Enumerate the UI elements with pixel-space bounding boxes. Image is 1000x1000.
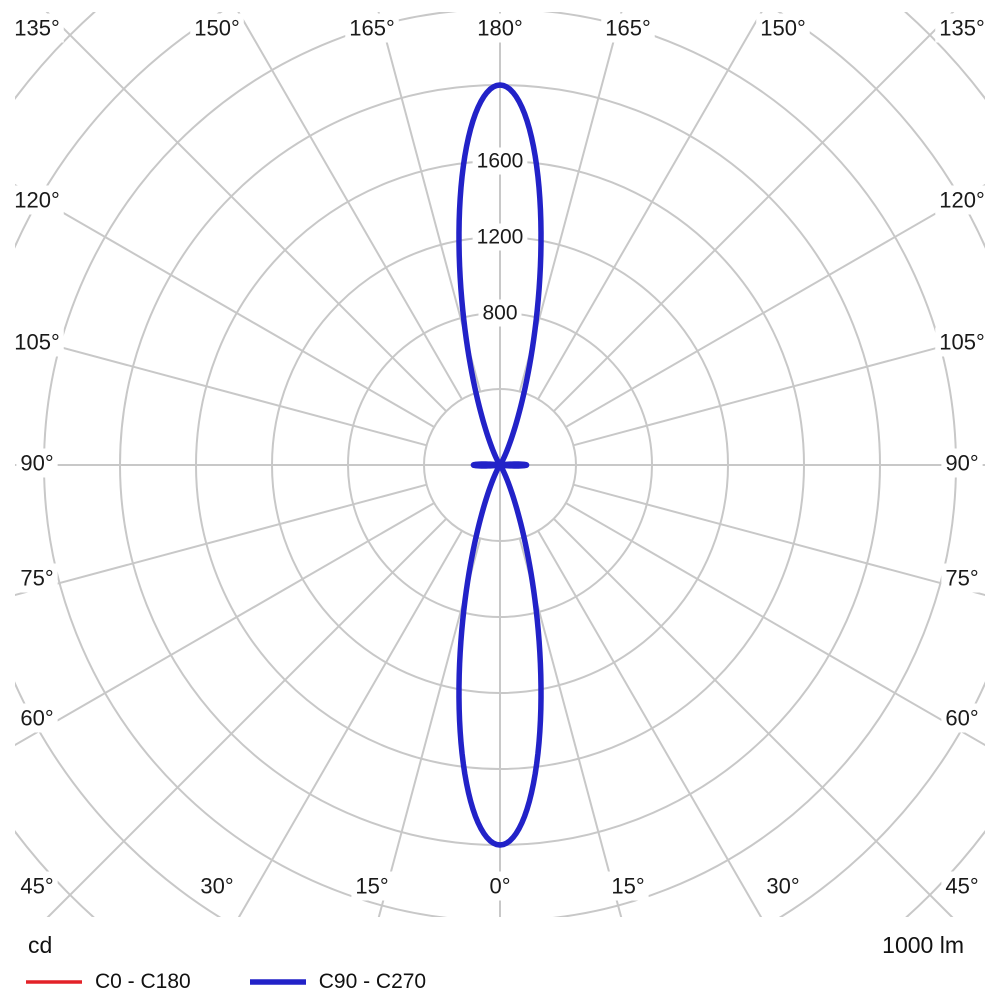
angle-label: 45° [945,874,978,899]
label-background [196,871,238,901]
grid-radial-line [377,12,482,392]
angle-label: 165° [349,16,395,41]
legend-swatch-line [249,979,306,985]
grid-radial-line [518,538,623,917]
grid-radial-line [15,502,435,747]
grid-radial-line [15,333,427,447]
polar-grid [15,12,985,917]
label-background [762,871,804,901]
series-curves [456,82,544,848]
label-background [941,448,983,478]
angle-label: 60° [20,706,53,731]
label-background [607,871,649,901]
polar-chart: 135° 150° 165° 180° 165° 150° 135° 45° 30° 15° 0° 1… [10,12,989,917]
grid-radial-line [537,530,763,917]
label-background [10,327,64,357]
label-background [935,13,989,43]
grid-radial-line [565,502,985,747]
label-background [935,327,989,357]
angle-label: 180° [477,16,523,41]
chart-footer: cd 1000 lm C0 - C180 C90 - C270 [0,918,1000,1000]
grid-radial-line [45,12,448,413]
angle-label: 60° [945,706,978,731]
label-background [16,703,58,733]
label-background [472,147,528,175]
angle-label: 15° [355,874,388,899]
legend-label: C0 - C180 [95,970,191,993]
label-background [16,448,58,478]
grid-radial-line [552,12,955,413]
grid-radial-line [537,12,763,400]
label-background [935,185,989,215]
angle-label: 105° [14,330,60,355]
angle-label: 105° [939,330,985,355]
angle-label: 30° [766,874,799,899]
chart-legend: C0 - C180 C90 - C270 [25,970,440,1000]
angle-label: 150° [760,16,806,41]
intensity-unit-label: cd [28,932,53,958]
radial-tick-label: 1200 [477,226,524,249]
grid-radial-line [237,530,463,917]
angle-label: 75° [20,566,53,591]
angle-label: 90° [20,451,53,476]
radial-tick-label: 1600 [477,150,524,173]
label-background [16,563,58,593]
label-background [473,13,527,43]
angle-label: 150° [194,16,240,41]
angle-label: 30° [200,874,233,899]
grid-radial-line [15,183,435,428]
label-background [10,185,64,215]
label-background [351,871,393,901]
label-background [16,871,58,901]
angle-label: 165° [605,16,651,41]
angle-label: 90° [945,451,978,476]
angle-label: 120° [14,188,60,213]
label-background [10,13,64,43]
label-background [941,703,983,733]
grid-radial-line [377,538,482,917]
label-background [941,871,983,901]
grid-radial-line [573,333,985,447]
lumen-output-label: 1000 lm [882,932,964,958]
grid-radial-line [518,12,623,392]
angle-label: 135° [939,16,985,41]
angle-label: 120° [939,188,985,213]
legend-item-c90-c270: C90 - C270 [249,970,440,1000]
legend-item-c0-c180: C0 - C180 [25,970,205,1000]
grid-radial-line [573,483,985,597]
label-background [478,299,522,327]
legend-label: C90 - C270 [318,970,427,993]
legend-swatch-line [26,980,82,984]
angle-label: 15° [611,874,644,899]
angle-label: 0° [489,874,510,899]
angle-label: 135° [14,16,60,41]
grid-radial-line [552,517,954,917]
series-curve-c90-c270 [456,82,544,848]
grid-radial-line [46,517,448,917]
angle-label: 45° [20,874,53,899]
grid-radial-line [565,183,985,428]
label-background [345,13,399,43]
label-background [756,13,810,43]
angle-label: 75° [945,566,978,591]
label-background [941,563,983,593]
grid-radial-line [15,483,427,597]
label-background [601,13,655,43]
label-background [485,871,515,901]
axis-labels: 135° 150° 165° 180° 165° 150° 135° 45° 30° 15° 0° 1… [10,13,989,901]
label-background [472,223,528,251]
label-background [190,13,244,43]
grid-radial-line [237,12,463,400]
radial-tick-label: 800 [482,302,517,325]
